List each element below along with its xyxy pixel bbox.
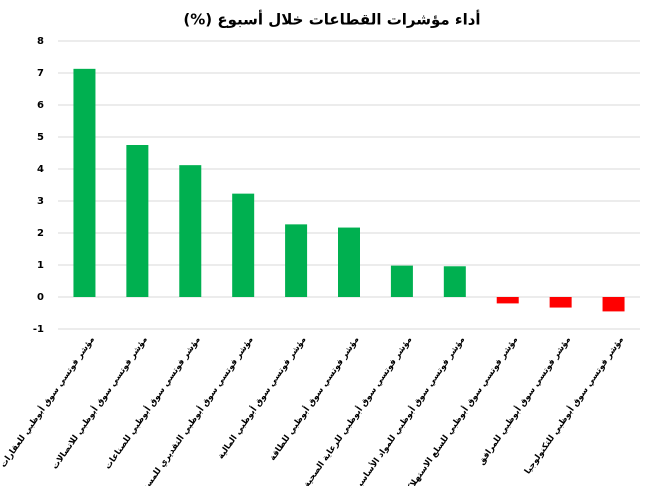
bar: [126, 145, 149, 297]
y-tick-label: 0: [37, 292, 44, 303]
bar: [443, 266, 466, 297]
x-tick-label: مؤشر فوتسي سوق أبوظبي للطاقة: [266, 334, 361, 463]
x-tick-label: مؤشر فوتسي سوق أبوظبي للعقارات: [0, 334, 97, 470]
x-tick-label: مؤشر فوتسي سوق أبوظبي للتكنولوجيا: [521, 334, 626, 476]
y-tick-label: 2: [37, 228, 44, 239]
bar: [390, 265, 413, 297]
y-tick-label: 1: [37, 260, 44, 271]
x-tick-label: مؤشر فوتسي سوق أبوظبي للمواد الأساسية: [351, 334, 467, 486]
x-tick-label: مؤشر فوتسي سوق أبوظبي للمرافق: [475, 334, 573, 467]
bar: [73, 68, 96, 297]
x-tick-label: مؤشر فوتسي سوق أبوظبي للاتصالات: [49, 334, 150, 472]
bar: [338, 227, 360, 297]
chart-title: أداء مؤشرات القطاعات خلال أسبوع (%): [183, 10, 480, 29]
bar: [602, 297, 625, 312]
y-tick-label: 8: [37, 36, 44, 47]
bar: [496, 297, 519, 304]
bar: [549, 297, 572, 308]
x-tick-label: مؤشر فوتسي سوق أبوظبي للصناعات: [101, 334, 202, 471]
x-tick-label: مؤشر فوتسي سوق أبوظبي المالية: [214, 334, 308, 461]
x-tick-label: مؤشر فوتسي سوق أبوظبي للرعاية الصحية: [300, 334, 414, 486]
y-tick-label: 5: [37, 132, 44, 143]
y-tick-label: -1: [33, 324, 44, 335]
y-tick-label: 3: [37, 196, 44, 207]
bar: [232, 193, 255, 297]
bar: [285, 224, 308, 297]
bar: [179, 165, 202, 297]
y-tick-label: 6: [37, 100, 44, 111]
y-tick-label: 7: [37, 68, 44, 79]
y-tick-label: 4: [37, 164, 44, 175]
